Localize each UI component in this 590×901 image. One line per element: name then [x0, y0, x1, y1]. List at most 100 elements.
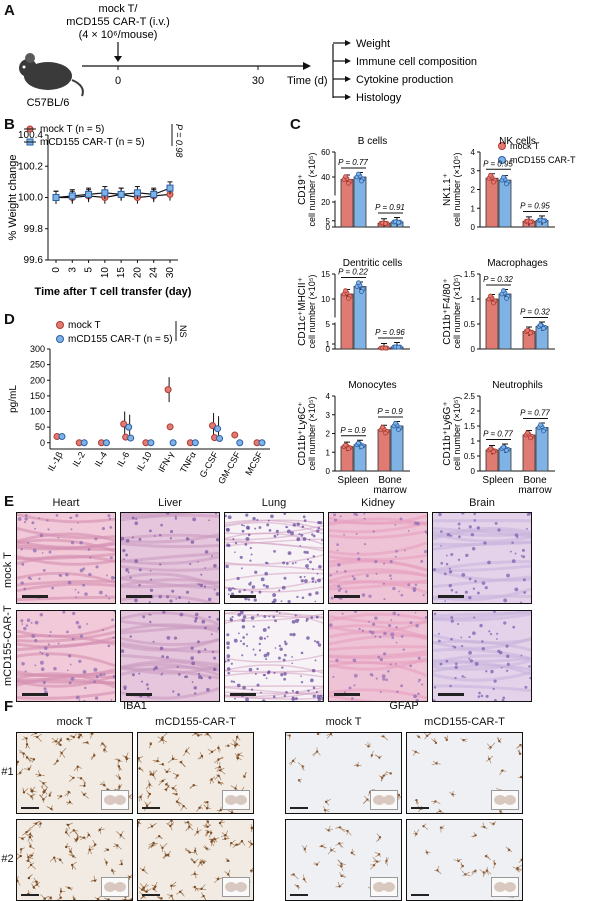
histology-image: [328, 512, 428, 604]
y-tick-label: 1: [471, 437, 476, 446]
data-point: [360, 445, 364, 449]
y-tick-label: 1: [471, 204, 476, 213]
bar: [341, 294, 353, 349]
x-category-label: Spleen: [337, 475, 368, 486]
histology-image: [432, 512, 532, 604]
x-category-label: IL-10: [135, 450, 154, 473]
panel-letter-f: F: [4, 698, 13, 715]
data-point: [347, 181, 351, 185]
data-point: [347, 296, 351, 300]
legend-label-car: mCD155 CAR-T (n = 5): [40, 137, 145, 148]
histology-image: [432, 610, 532, 702]
y-tick-label: 50: [35, 422, 45, 432]
brain-overview-inset: [222, 877, 250, 897]
time-zero-label: 0: [115, 75, 121, 87]
scale-bar: [21, 894, 39, 896]
y-tick-label: 100: [30, 407, 45, 417]
data-point: [505, 182, 509, 186]
histology-image: [16, 512, 116, 604]
y-axis-subtitle: cell number (×10⁵): [307, 396, 317, 470]
data-point: [539, 423, 543, 427]
data-point: [148, 440, 154, 446]
output-label: Histology: [356, 92, 402, 104]
data-point: [165, 387, 171, 393]
y-tick-label: 1: [326, 448, 331, 457]
legend-label-mock: mock T (n = 5): [40, 124, 104, 135]
x-category-label: IL-4: [93, 450, 109, 468]
data-point: [81, 440, 87, 446]
y-tick-label: 100.2: [18, 161, 43, 172]
y-tick-label: 99.6: [24, 255, 44, 266]
data-point: [397, 428, 401, 432]
bar: [499, 180, 511, 227]
scale-bar: [22, 693, 48, 696]
y-axis-subtitle: cell number (×10⁵): [307, 274, 317, 348]
data-point: [529, 331, 533, 335]
stain-column-label: mCD155-CAR-T: [406, 716, 523, 728]
y-tick-label: 0: [471, 467, 476, 476]
legend-label-car: mCD155 CAR-T (n = 5): [68, 334, 173, 345]
x-tick-label: 3: [67, 267, 78, 273]
x-tick-label: 0: [51, 267, 62, 273]
data-point: [384, 431, 388, 435]
scale-bar: [126, 595, 152, 598]
y-tick-label: 3: [471, 167, 476, 176]
y-tick-label: 200: [30, 375, 45, 385]
legend-label-mock: mock T: [68, 320, 101, 331]
data-point: [529, 220, 533, 224]
data-point: [344, 175, 348, 179]
stain-image: [285, 819, 402, 901]
scale-bar: [411, 894, 429, 896]
y-tick-label: 100.0: [18, 193, 43, 204]
y-tick-label: 0: [326, 467, 331, 476]
output-arrowhead: [345, 76, 351, 82]
output-label: Cytokine production: [356, 74, 453, 86]
time-thirty-label: 30: [252, 75, 264, 87]
x-category-label: marrow: [373, 485, 407, 495]
data-point: [103, 440, 109, 446]
mouse-icon: [19, 53, 83, 96]
data-point: [128, 435, 134, 441]
data-point: [489, 294, 493, 298]
data-point: [505, 448, 509, 452]
y-axis-subtitle: cell number (×10⁵): [307, 152, 317, 226]
data-point: [170, 440, 176, 446]
stain-image: [16, 819, 133, 901]
x-tick-label: 20: [132, 267, 143, 279]
data-point: [529, 436, 533, 440]
y-tick-label: 300: [30, 344, 45, 354]
x-category-label: G-CSF: [198, 450, 221, 480]
y-tick-label: 3: [326, 411, 331, 420]
chart-title: Monocytes: [348, 380, 396, 391]
data-point: [357, 172, 361, 176]
panel-a-schematic: C57BL/6 mock T/ mCD155 CAR-T (i.v.) (4 ×…: [0, 0, 590, 115]
ns-label: NS: [178, 325, 188, 338]
brain-overview-inset: [370, 790, 398, 810]
data-point: [237, 440, 243, 446]
histology-column-label: Liver: [120, 497, 220, 509]
stain-image: [406, 819, 523, 901]
x-tick-label: 24: [149, 267, 160, 279]
data-point-car: [69, 193, 75, 199]
legend-label-car: mCD155 CAR-T: [510, 155, 576, 165]
pvalue-label: P = 0.22: [338, 268, 368, 277]
data-point: [526, 431, 530, 435]
pvalue-label: P = 0.91: [375, 203, 405, 212]
stain-row-label: #1: [0, 766, 15, 778]
pvalue-label: P = 0.98: [174, 124, 184, 157]
data-point: [384, 222, 388, 226]
data-point: [192, 440, 198, 446]
x-category-label: IL-1β: [46, 450, 65, 473]
data-point-car: [86, 191, 92, 197]
x-category-label: MCSF: [243, 450, 265, 478]
scale-bar: [290, 894, 308, 896]
bar: [536, 428, 548, 472]
pvalue-label: P = 0.9: [340, 426, 366, 435]
scale-bar: [438, 693, 464, 696]
histology-image: [120, 512, 220, 604]
scale-bar: [230, 693, 256, 696]
data-point: [360, 179, 364, 183]
y-tick-label: 10: [321, 295, 330, 304]
stain-image: [285, 732, 402, 814]
